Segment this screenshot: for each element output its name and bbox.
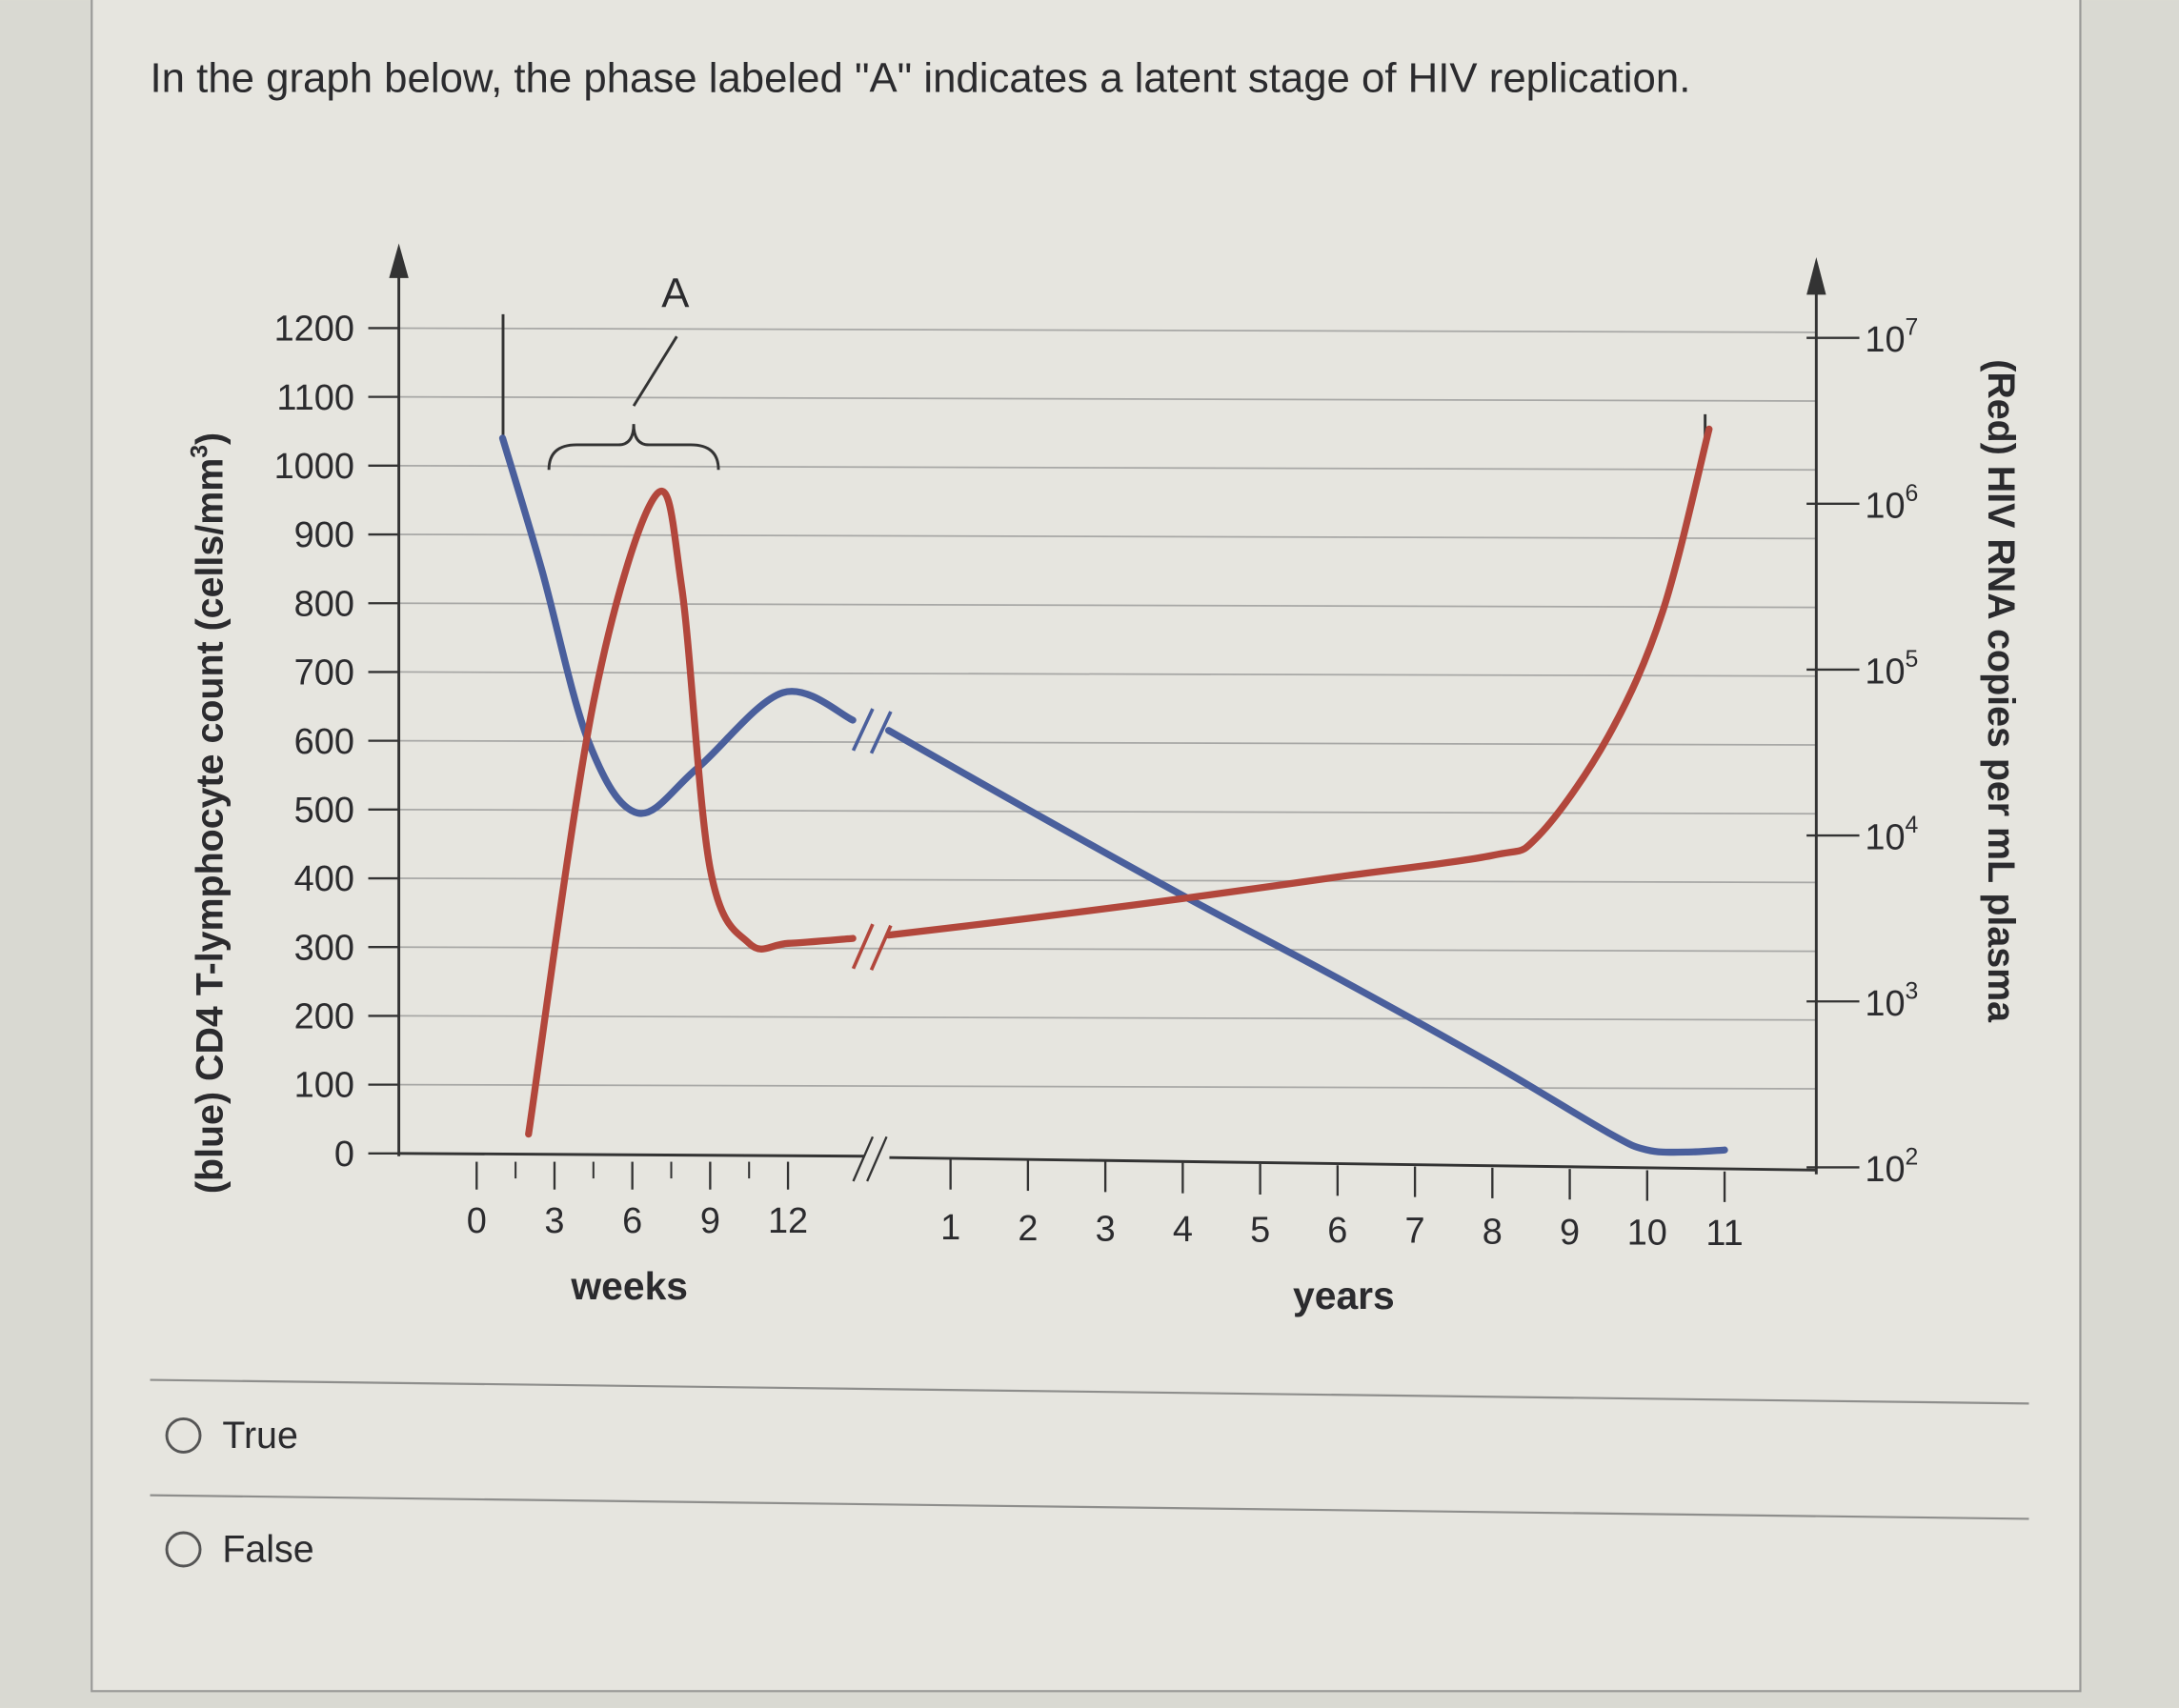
year-tick-label: 3 (1096, 1209, 1116, 1249)
left-axis-arrow-icon (389, 243, 409, 278)
right-tick-label: 102 (1865, 1144, 1918, 1190)
right-tick-exp: 4 (1906, 813, 1919, 838)
right-tick-exp: 7 (1906, 315, 1919, 341)
right-tick-base: 10 (1865, 984, 1905, 1024)
left-axis-label: (blue) CD4 T-lymphocyte count (cells/mm3… (187, 432, 231, 1194)
right-tick-exp: 3 (1906, 978, 1919, 1004)
question-text: In the graph below, the phase labeled "A… (151, 54, 1691, 101)
series-hiv-rna-red (525, 425, 1713, 1138)
series-break-icons (851, 708, 893, 972)
x-axis-label-years: years (1293, 1274, 1395, 1317)
right-tick-label: 106 (1865, 481, 1918, 527)
left-axis-label-color: (blue) (189, 1092, 231, 1194)
gridline (398, 739, 1817, 746)
right-tick-exp: 6 (1906, 481, 1919, 507)
week-tick-label: 0 (467, 1201, 487, 1241)
left-tick-label: 0 (334, 1135, 354, 1175)
gridline (398, 1015, 1817, 1021)
left-tick-label: 400 (294, 859, 354, 899)
divider (150, 1378, 2029, 1405)
right-tick-base: 10 (1865, 320, 1905, 360)
right-tick-exp: 2 (1906, 1144, 1919, 1170)
gridline (398, 946, 1817, 953)
year-tick-label: 4 (1173, 1210, 1193, 1250)
series-layer (498, 425, 1728, 1156)
x-axis-ticks: 0 3 6 9 12 1 2 3 4 5 6 7 8 9 10 11 (467, 1158, 1744, 1254)
left-tick-label: 1100 (276, 378, 354, 418)
left-axis-label-end: ) (189, 432, 231, 445)
radio-false[interactable] (165, 1531, 202, 1568)
right-axis-arrow-icon (1806, 257, 1826, 295)
left-axis-ticks: 0 100 200 300 400 500 600 700 800 900 1000 1100 1200 (274, 310, 399, 1175)
right-tick-base: 10 (1865, 818, 1905, 858)
x-axis-line-years (889, 1155, 1817, 1172)
radio-true[interactable] (165, 1417, 202, 1454)
left-tick-label: 1200 (274, 310, 354, 350)
right-axis-label-text: HIV RNA copies per mL plasma (1980, 455, 2022, 1023)
phase-a-bracket (547, 424, 720, 471)
left-tick-label: 600 (294, 722, 354, 762)
right-tick-base: 10 (1865, 653, 1905, 693)
left-axis-label-text: CD4 T-lymphocyte count (cells/mm (189, 458, 231, 1092)
year-tick-label: 11 (1705, 1214, 1743, 1254)
gridline (398, 1083, 1817, 1090)
week-tick-label: 6 (622, 1201, 642, 1241)
x-axis-break-icon (852, 1135, 888, 1182)
x-axis-line-weeks (398, 1152, 865, 1158)
year-tick-label: 9 (1560, 1213, 1580, 1253)
left-tick-label: 500 (294, 791, 354, 831)
option-true-label[interactable]: True (222, 1415, 298, 1457)
left-tick-label: 900 (294, 515, 354, 555)
x-axis-label-weeks: weeks (570, 1264, 688, 1308)
option-true[interactable]: True (165, 1415, 298, 1457)
right-tick-label: 103 (1865, 978, 1918, 1024)
year-tick-label: 6 (1327, 1211, 1347, 1251)
series-line-years (885, 425, 1713, 939)
year-tick-label: 10 (1627, 1213, 1667, 1253)
right-tick-label: 107 (1865, 315, 1918, 361)
left-tick-label: 100 (294, 1066, 354, 1106)
right-tick-exp: 5 (1906, 647, 1919, 673)
left-axis-label-sup: 3 (187, 445, 212, 458)
gridline (398, 327, 1817, 333)
year-tick-label: 7 (1405, 1212, 1425, 1252)
right-axis-label: (Red) HIV RNA copies per mL plasma (1980, 359, 2022, 1023)
year-tick-label: 1 (940, 1208, 960, 1248)
hiv-chart: 0100200300400500600700800900100011001200… (187, 243, 2022, 1317)
gridline (398, 464, 1817, 472)
right-tick-base: 10 (1865, 1150, 1905, 1190)
series-cd4-blue (498, 434, 1728, 1156)
year-tick-label: 5 (1250, 1211, 1270, 1251)
series-line-weeks (498, 434, 857, 817)
series-line-years (885, 727, 1728, 1156)
gridline (398, 395, 1817, 402)
week-tick-label: 12 (768, 1201, 808, 1241)
series-line-weeks (525, 487, 857, 1138)
right-tick-base: 10 (1865, 486, 1905, 526)
gridline (398, 671, 1817, 677)
right-tick-label: 105 (1865, 647, 1918, 693)
right-axis-label-color: (Red) (1980, 359, 2022, 455)
phase-a-label: A (661, 271, 690, 317)
left-tick-label: 1000 (274, 447, 354, 487)
left-tick-label: 200 (294, 997, 354, 1037)
year-tick-label: 2 (1018, 1209, 1038, 1249)
option-false-label[interactable]: False (222, 1529, 313, 1571)
year-tick-label: 8 (1483, 1212, 1503, 1252)
left-tick-label: 300 (294, 928, 354, 968)
gridline (398, 602, 1817, 609)
left-tick-label: 800 (294, 584, 354, 624)
divider (150, 1494, 2029, 1520)
week-tick-label: 9 (700, 1201, 720, 1241)
option-false[interactable]: False (165, 1529, 314, 1571)
week-tick-label: 3 (544, 1201, 564, 1241)
left-tick-label: 700 (294, 653, 354, 693)
right-tick-label: 104 (1865, 813, 1918, 858)
gridline (398, 877, 1817, 884)
phase-a-pointer (632, 335, 678, 407)
